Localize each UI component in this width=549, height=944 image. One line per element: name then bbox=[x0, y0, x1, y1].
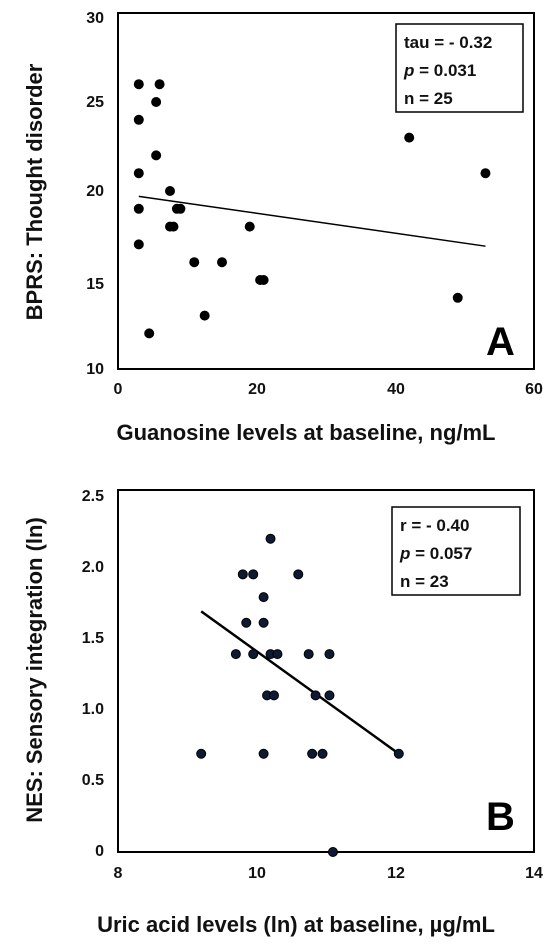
panel-a-data-point-17 bbox=[217, 257, 227, 268]
panel-a-letter: A bbox=[486, 320, 515, 364]
panel-b-x-axis-label: Uric acid levels (ln) at baseline, µg/mL bbox=[97, 912, 495, 937]
panel-b-data-point-19 bbox=[317, 748, 328, 759]
panel-a-ytick-10: 10 bbox=[86, 361, 104, 378]
panel-a-data-point-9 bbox=[154, 79, 165, 90]
panel-b-data-point-9 bbox=[258, 748, 269, 759]
panel-a-regression-line bbox=[138, 195, 486, 247]
panel-a-data-point-23 bbox=[480, 168, 491, 179]
panel-a-ytick-15: 15 bbox=[86, 276, 104, 293]
panel-b-data-point-17 bbox=[307, 748, 318, 759]
panel-b-stat-r: r = - 0.40 bbox=[400, 516, 469, 535]
panel-b-data-point-1 bbox=[196, 748, 207, 759]
panel-b-data-point-18 bbox=[310, 690, 321, 701]
panel-a-x-axis-label: Guanosine levels at baseline, ng/mL bbox=[116, 420, 495, 445]
panel-a-data-point-18 bbox=[244, 221, 255, 232]
panel-a-data-point-6 bbox=[144, 328, 155, 339]
panel-a-data-point-4 bbox=[133, 203, 144, 214]
panel-a: tau = - 0.32 p = 0.031 n = 25 A 10 15 20… bbox=[22, 10, 543, 445]
panel-a-plot-frame bbox=[117, 12, 535, 370]
panel-b-data-point-15 bbox=[293, 569, 304, 580]
panel-a-data-point-5 bbox=[133, 239, 144, 250]
panel-b-data-point-4 bbox=[241, 617, 252, 628]
panel-a-data-point-21 bbox=[404, 132, 415, 143]
panel-a-stat-n: n = 25 bbox=[404, 89, 453, 108]
panel-b-stats-box bbox=[391, 506, 521, 596]
panel-b-data-point-8 bbox=[258, 617, 269, 628]
panel-a-ytick-20: 20 bbox=[86, 183, 104, 200]
panel-b-ytick-0-5: 0.5 bbox=[82, 772, 104, 789]
panel-b-data-point-6 bbox=[248, 649, 259, 660]
panel-b-data-point-16 bbox=[303, 649, 314, 660]
panel-b-data-point-11 bbox=[265, 533, 276, 544]
panel-a-points bbox=[133, 79, 491, 339]
panel-b-regression-line bbox=[200, 610, 400, 755]
panel-a-xtick-20: 20 bbox=[248, 381, 266, 398]
panel-a-stat-p: p = 0.031 bbox=[403, 61, 476, 80]
panel-a-data-point-15 bbox=[189, 257, 200, 268]
panel-b-data-point-22 bbox=[327, 847, 338, 857]
panel-b-data-point-13 bbox=[269, 690, 279, 701]
panel-b-data-point-23 bbox=[393, 748, 404, 759]
panel-b-data-point-21 bbox=[324, 690, 335, 701]
panel-a-data-point-16 bbox=[199, 310, 210, 321]
panel-b-stat-p: p = 0.057 bbox=[399, 544, 472, 563]
panel-b-data-point-2 bbox=[230, 649, 241, 660]
panel-a-data-point-20 bbox=[258, 275, 269, 285]
panel-b-letter: B bbox=[486, 795, 515, 839]
panel-a-y-axis-label: BPRS: Thought disorder bbox=[22, 63, 47, 320]
panel-a-data-point-8 bbox=[151, 97, 162, 107]
panel-a-stats-box bbox=[395, 23, 524, 113]
panel-a-data-point-12 bbox=[168, 221, 179, 232]
panel-a-ytick-30: 30 bbox=[86, 10, 104, 27]
panel-b-ytick-1-0: 1.0 bbox=[82, 701, 104, 718]
panel-a-xtick-60: 60 bbox=[525, 381, 543, 398]
panel-a-ytick-25: 25 bbox=[86, 94, 104, 111]
panel-b-xtick-12: 12 bbox=[387, 865, 405, 882]
panel-b-data-point-3 bbox=[237, 569, 248, 580]
panel-b-xtick-8: 8 bbox=[114, 865, 123, 882]
panel-a-data-point-3 bbox=[133, 168, 144, 179]
panel-a-data-point-1 bbox=[133, 79, 144, 90]
panel-b-data-point-20 bbox=[324, 649, 335, 660]
panel-b-stat-n: n = 23 bbox=[400, 572, 449, 591]
panel-b-y-axis-label: NES: Sensory integration (ln) bbox=[22, 517, 47, 823]
panel-b-ytick-2-0: 2.0 bbox=[82, 559, 104, 576]
panel-b-xtick-14: 14 bbox=[525, 865, 543, 882]
panel-b-data-point-14 bbox=[272, 649, 283, 660]
panel-a-xtick-40: 40 bbox=[387, 381, 405, 398]
panel-b-data-point-5 bbox=[248, 569, 259, 580]
panel-a-xtick-0: 0 bbox=[114, 381, 123, 398]
panel-b-ytick-1-5: 1.5 bbox=[82, 630, 104, 647]
panel-a-stat-tau: tau = - 0.32 bbox=[404, 33, 492, 52]
panel-b-data-point-7 bbox=[258, 592, 269, 603]
panel-b-ytick-0: 0 bbox=[95, 843, 104, 860]
panel-a-data-point-14 bbox=[175, 203, 186, 214]
panel-b-xtick-10: 10 bbox=[248, 865, 266, 882]
panel-b-plot-frame bbox=[117, 489, 535, 853]
panel-b: r = - 0.40 p = 0.057 n = 23 B 0 0.5 1.0 … bbox=[22, 488, 543, 937]
panel-b-ytick-2-5: 2.5 bbox=[82, 488, 104, 505]
panel-a-data-point-22 bbox=[452, 292, 463, 303]
panel-a-data-point-7 bbox=[151, 150, 162, 161]
panel-a-data-point-2 bbox=[133, 114, 144, 125]
panel-b-points bbox=[196, 533, 404, 857]
panel-a-data-point-10 bbox=[165, 186, 175, 196]
